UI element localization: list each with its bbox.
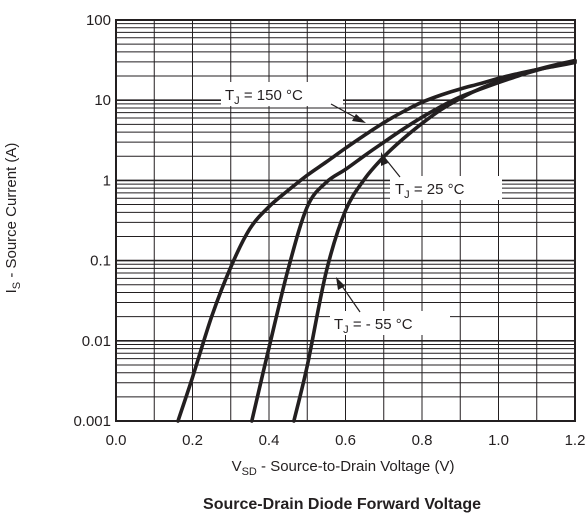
- annotation-25c-background: [390, 176, 502, 200]
- y-tick-labels: 0.001 0.01 0.1 1 10 100: [73, 12, 111, 430]
- x-tick-labels: 0.0 0.2 0.4 0.6 0.8 1.0 1.2: [106, 432, 586, 449]
- annotation-minus55c-background: [330, 311, 450, 335]
- y-tick-label: 1: [103, 172, 111, 189]
- annotation-minus55c-main: T: [334, 316, 343, 333]
- annotation-25c-sub: J: [404, 189, 410, 201]
- y-axis-title-main: I: [3, 289, 20, 293]
- annotation-150c-rest: = 150 °C: [240, 87, 303, 104]
- annotation-150c-arrowhead: [352, 114, 366, 123]
- y-tick-label: 0.01: [82, 333, 111, 350]
- annotation-25c-arrowhead: [381, 152, 388, 166]
- curve-tj-25c: [250, 59, 577, 423]
- annotation-150c-label: TJ = 150 °C: [225, 87, 303, 107]
- x-axis-title: VSD - Source-to-Drain Voltage (V): [232, 458, 455, 478]
- x-tick-label: 0.2: [182, 432, 203, 449]
- annotation-minus55c-label: TJ = - 55 °C: [334, 316, 413, 336]
- y-tick-label: 10: [94, 92, 111, 109]
- x-tick-label: 1.2: [565, 432, 586, 449]
- annotation-minus55c-arrowhead: [336, 277, 345, 290]
- y-axis-title-sub: S: [11, 282, 23, 289]
- annotation-25c-main: T: [395, 181, 404, 198]
- annotation-150c-background: [221, 82, 343, 106]
- annotation-25c-label: TJ = 25 °C: [395, 181, 465, 201]
- x-tick-label: 0.0: [106, 432, 127, 449]
- annotation-25c-rest: = 25 °C: [410, 181, 465, 198]
- curve-tj-minus55c: [292, 58, 577, 423]
- x-tick-label: 0.6: [335, 432, 356, 449]
- x-axis-title-main: V: [232, 458, 242, 475]
- y-tick-label: 0.1: [90, 253, 111, 270]
- annotation-minus55c: TJ = - 55 °C: [330, 277, 450, 336]
- y-tick-label: 100: [86, 12, 111, 29]
- annotation-150c-main: T: [225, 87, 234, 104]
- y-axis-title-rest: - Source Current (A): [3, 143, 20, 282]
- y-tick-label: 0.001: [73, 413, 111, 430]
- annotation-minus55c-leader: [341, 285, 361, 313]
- curve-tj-150c: [176, 60, 577, 423]
- plot-frame: [115, 19, 576, 422]
- x-tick-label: 1.0: [488, 432, 509, 449]
- x-tick-label: 0.8: [412, 432, 433, 449]
- annotation-25c: TJ = 25 °C: [381, 152, 502, 201]
- curves: [176, 58, 577, 423]
- x-tick-label: 0.4: [259, 432, 280, 449]
- annotation-25c-leader: [383, 156, 401, 178]
- x-axis-title-rest: - Source-to-Drain Voltage (V): [257, 458, 455, 475]
- annotation-minus55c-rest: = - 55 °C: [349, 316, 413, 333]
- chart-title: Source-Drain Diode Forward Voltage: [203, 496, 481, 513]
- y-axis-title: IS - Source Current (A): [3, 143, 23, 294]
- x-axis-title-sub: SD: [242, 466, 257, 478]
- annotation-minus55c-sub: J: [343, 324, 349, 336]
- annotation-150c-sub: J: [234, 95, 240, 107]
- annotation-150c: TJ = 150 °C: [221, 82, 366, 123]
